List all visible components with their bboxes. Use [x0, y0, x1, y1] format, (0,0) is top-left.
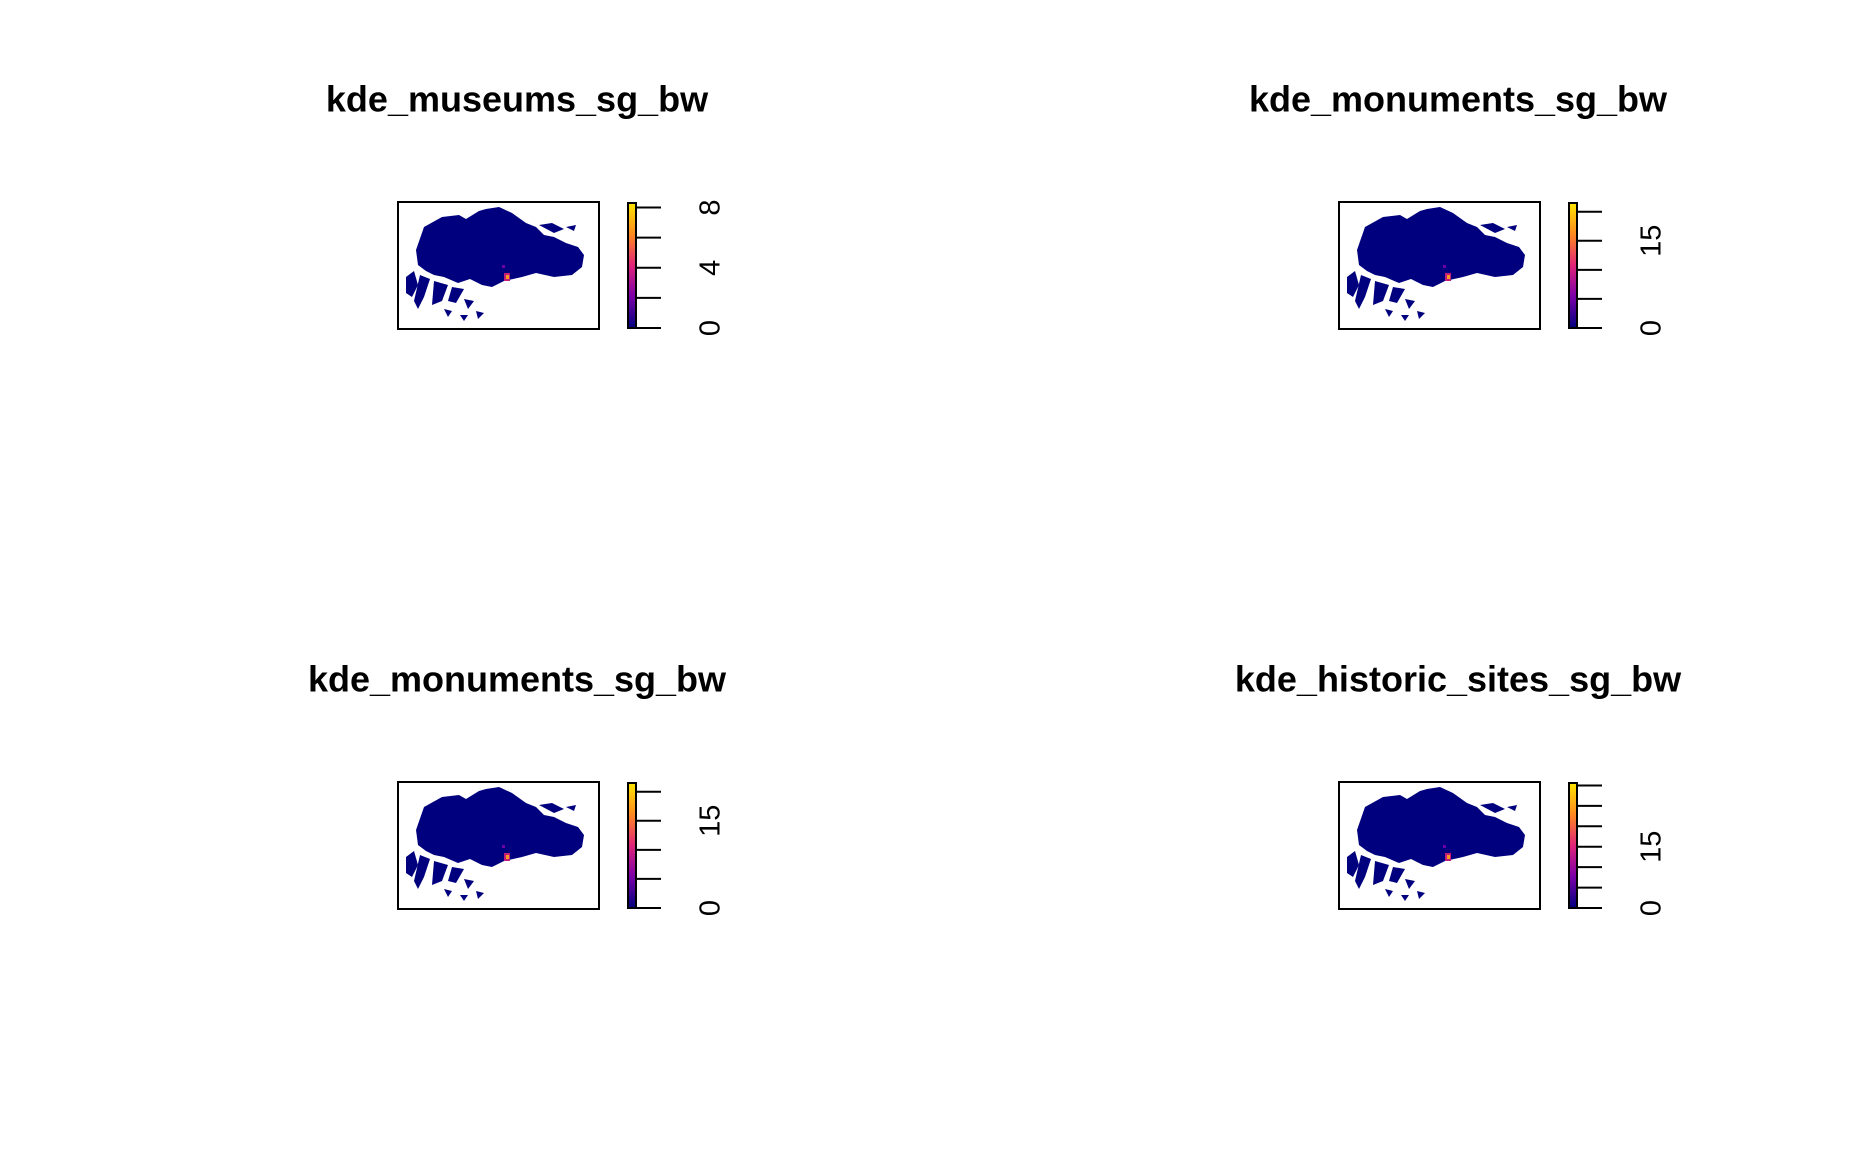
- panel: kde_historic_sites_sg_bw 0 15: [1235, 659, 1682, 917]
- raster-map: [406, 787, 584, 901]
- chart-title: kde_museums_sg_bw: [326, 79, 709, 120]
- chart-title: kde_monuments_sg_bw: [1249, 79, 1668, 120]
- tick-label: 15: [1636, 831, 1668, 863]
- tick-label: 15: [695, 805, 727, 837]
- tick-label: 4: [695, 260, 727, 276]
- map-frame: [1338, 781, 1541, 910]
- raster-map: [1347, 787, 1525, 901]
- map-frame: [1338, 201, 1541, 330]
- map-frame: [397, 201, 600, 330]
- raster-map: [1347, 207, 1525, 321]
- panel: kde_monuments_sg_bw 0 15: [1249, 79, 1668, 337]
- panel: kde_monuments_sg_bw 0 15: [308, 659, 727, 917]
- tick-label: 15: [1636, 225, 1668, 257]
- chart-title: kde_monuments_sg_bw: [308, 659, 727, 700]
- tick-label: 8: [695, 199, 727, 215]
- tick-label: 0: [695, 900, 727, 916]
- tick-label: 0: [1636, 900, 1668, 916]
- tick-label: 0: [695, 320, 727, 336]
- tick-label: 0: [1636, 320, 1668, 336]
- color-bar: [1568, 782, 1578, 909]
- map-frame: [397, 781, 600, 910]
- color-bar: [627, 202, 637, 329]
- panel: kde_museums_sg_bw 0 4 8: [326, 79, 727, 337]
- raster-map: [406, 207, 584, 321]
- color-bar: [1568, 202, 1578, 329]
- chart-title: kde_historic_sites_sg_bw: [1235, 659, 1682, 700]
- color-bar: [627, 782, 637, 909]
